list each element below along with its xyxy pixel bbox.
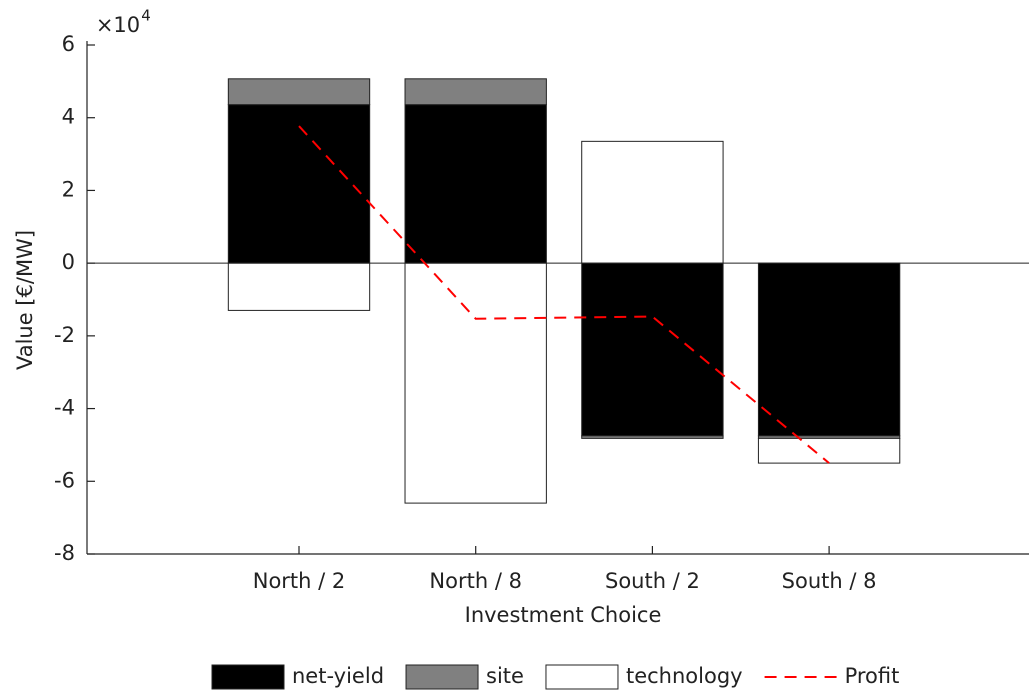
- profit-line: [298, 125, 830, 464]
- y-axis-title: Value [€/MW]: [13, 230, 37, 370]
- legend-swatch: [211, 664, 285, 690]
- bar-segment: [404, 262, 547, 504]
- legend-label: Profit: [845, 664, 900, 688]
- y-tick-label: 0: [62, 250, 75, 274]
- y-scale-label: ×10: [96, 13, 140, 37]
- legend-label: net-yield: [292, 664, 384, 688]
- legend-label: site: [486, 664, 524, 688]
- x-tick-label: North / 2: [253, 569, 346, 593]
- x-tick-label: North / 8: [429, 569, 522, 593]
- bar-segment: [404, 104, 547, 264]
- y-tick-label: -8: [54, 541, 75, 565]
- bar-segment: [581, 435, 724, 439]
- bar-segment: [227, 262, 371, 311]
- legend-swatch: [545, 664, 619, 690]
- y-tick-label: 6: [62, 32, 75, 56]
- bar-segment: [581, 140, 724, 264]
- legend-swatch: [405, 664, 479, 690]
- bar-segment: [227, 104, 371, 264]
- y-tick-label: -2: [54, 323, 75, 347]
- x-tick-label: South / 8: [782, 569, 877, 593]
- y-tick-label: 4: [62, 105, 75, 129]
- bar-segment: [227, 78, 371, 106]
- bar-segment: [757, 437, 901, 464]
- bar-segment: [757, 262, 901, 437]
- legend-label: technology: [626, 664, 743, 688]
- bar-segment: [581, 262, 724, 437]
- y-scale-exponent: 4: [141, 7, 151, 25]
- y-tick-label: -4: [54, 396, 75, 420]
- bar-segment: [404, 78, 547, 106]
- y-tick-label: -6: [54, 468, 75, 492]
- x-axis-title: Investment Choice: [465, 603, 662, 627]
- x-tick-label: South / 2: [605, 569, 700, 593]
- y-tick-label: 2: [62, 177, 75, 201]
